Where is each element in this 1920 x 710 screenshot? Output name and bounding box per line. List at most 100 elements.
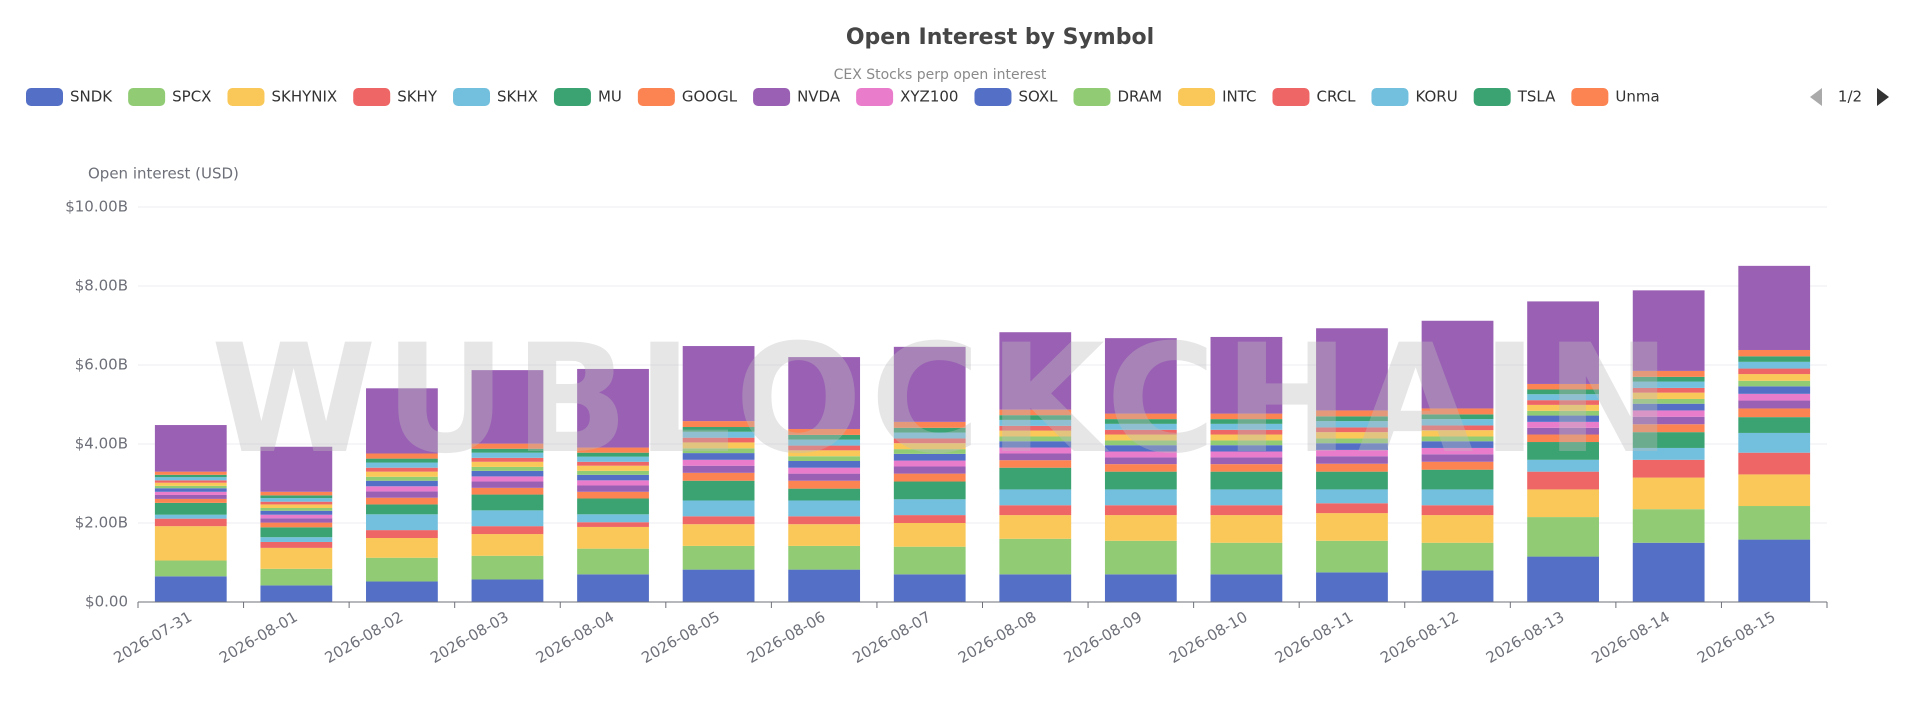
- bar-segment: [1632, 410, 1705, 417]
- bar-segment: [260, 495, 333, 499]
- legend-swatch[interactable]: [974, 88, 1012, 106]
- bar-segment: [1527, 489, 1599, 518]
- legend-label[interactable]: CRCL: [1316, 88, 1356, 106]
- bar-segment: [893, 481, 966, 500]
- legend-swatch[interactable]: [353, 88, 391, 106]
- bar-segment: [1527, 394, 1599, 401]
- bar-segment: [1738, 265, 1811, 350]
- bar-segment: [1738, 349, 1811, 357]
- bar-segment: [1104, 445, 1177, 452]
- bar-segment: [471, 579, 544, 602]
- legend-swatch[interactable]: [856, 88, 894, 106]
- bar-segment: [1104, 464, 1177, 472]
- bar-segment: [1527, 427, 1599, 435]
- legend-label[interactable]: XYZ100: [900, 88, 958, 106]
- bar-segment: [1316, 438, 1388, 444]
- legend-label[interactable]: MU: [598, 88, 622, 106]
- bar-segment: [471, 448, 544, 453]
- bar-segment: [154, 482, 227, 486]
- bar-segment: [1210, 471, 1283, 490]
- bar-segment: [471, 452, 544, 458]
- bar-segment: [1632, 381, 1705, 388]
- legend-label[interactable]: TSLA: [1517, 88, 1556, 106]
- legend-label[interactable]: DRAM: [1117, 88, 1162, 106]
- bar-segment: [1527, 556, 1599, 602]
- legend-label[interactable]: NVDA: [797, 88, 841, 106]
- bar-segment: [1104, 540, 1177, 575]
- bar-segment: [682, 453, 755, 460]
- legend-label[interactable]: SKHY: [397, 88, 438, 106]
- bar-segment: [1316, 456, 1388, 464]
- bar-segment: [260, 541, 333, 548]
- bar-segment: [999, 447, 1072, 454]
- legend-label[interactable]: INTC: [1222, 88, 1256, 106]
- legend-label[interactable]: SOXL: [1018, 88, 1058, 106]
- bar-segment: [577, 485, 649, 492]
- legend-prev[interactable]: [1810, 88, 1822, 106]
- legend-label[interactable]: GOOGL: [682, 88, 738, 106]
- y-tick-label: $0.00: [85, 593, 128, 611]
- legend-label[interactable]: Unma: [1615, 88, 1659, 106]
- legend-swatch[interactable]: [227, 88, 265, 106]
- bar-segment: [1738, 417, 1811, 433]
- legend-swatch[interactable]: [1178, 88, 1216, 106]
- legend-swatch[interactable]: [128, 88, 166, 106]
- bar-segment: [366, 486, 438, 492]
- bar-segment: [1104, 429, 1177, 435]
- bar-segment: [1527, 389, 1599, 395]
- bar-segment: [471, 526, 544, 535]
- legend-next[interactable]: [1877, 88, 1889, 106]
- legend-swatch[interactable]: [453, 88, 491, 106]
- bar-segment: [1632, 509, 1705, 543]
- legend-swatch[interactable]: [1473, 88, 1511, 106]
- legend-page: 1/2: [1838, 88, 1862, 106]
- legend-label[interactable]: KORU: [1415, 88, 1457, 106]
- bar-segment: [1316, 416, 1388, 422]
- bar-segment: [1104, 505, 1177, 516]
- bar-segment: [577, 480, 649, 486]
- bar-segment: [1527, 442, 1599, 460]
- bar-segment: [893, 460, 966, 467]
- bar-segment: [1421, 425, 1494, 431]
- bar-segment: [1738, 361, 1811, 369]
- bar-segment: [788, 467, 861, 474]
- bar-segment: [788, 428, 861, 435]
- legend-swatch[interactable]: [1571, 88, 1609, 106]
- legend-swatch[interactable]: [26, 88, 63, 106]
- bar-segment: [999, 515, 1072, 539]
- bar-segment: [1632, 398, 1705, 404]
- bar-segment: [788, 488, 861, 501]
- legend-swatch[interactable]: [1272, 88, 1310, 106]
- legend-swatch[interactable]: [637, 88, 675, 106]
- bar-segment: [1210, 464, 1283, 472]
- legend-label[interactable]: SKHX: [497, 88, 538, 106]
- bar-segment: [1738, 386, 1811, 394]
- bar-segment: [260, 501, 333, 505]
- bar-segment: [154, 488, 227, 492]
- legend-swatch[interactable]: [1371, 88, 1409, 106]
- bar-segment: [999, 409, 1072, 416]
- bar-segment: [154, 477, 227, 481]
- bar-segment: [788, 456, 861, 461]
- bar-segment: [999, 419, 1072, 426]
- bar-segment: [893, 473, 966, 482]
- bar-segment: [1104, 471, 1177, 490]
- bar-segment: [1316, 443, 1388, 450]
- bar-segment: [366, 538, 438, 558]
- bar-segment: [1738, 368, 1811, 375]
- bar-segment: [1632, 424, 1705, 433]
- legend-label[interactable]: SKHYNIX: [271, 88, 337, 106]
- bar-segment: [1104, 338, 1177, 414]
- bar-segment: [1421, 461, 1494, 470]
- bar-segment: [366, 514, 438, 531]
- legend-label[interactable]: SNDK: [70, 88, 113, 106]
- legend-label[interactable]: SPCX: [172, 88, 211, 106]
- legend-swatch[interactable]: [553, 88, 591, 106]
- bar-segment: [1210, 423, 1283, 430]
- legend-swatch[interactable]: [1073, 88, 1111, 106]
- bar-segment: [1527, 404, 1599, 411]
- bar-segment: [788, 439, 861, 446]
- bar-segment: [1738, 452, 1811, 475]
- legend-swatch[interactable]: [753, 88, 791, 106]
- bar-segment: [1421, 454, 1494, 462]
